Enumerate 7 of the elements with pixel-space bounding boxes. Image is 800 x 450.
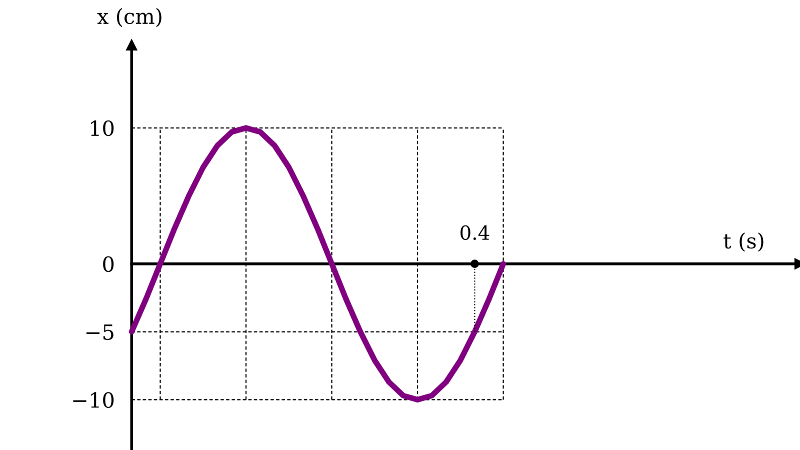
y-tick-label: −10 bbox=[73, 392, 114, 408]
y-tick-label: −5 bbox=[86, 324, 114, 340]
y-tick-label: 10 bbox=[91, 120, 114, 136]
y-tick-label: 0 bbox=[103, 256, 114, 272]
text: t (s) bbox=[724, 232, 764, 252]
y-axis-title: x (cm) bbox=[97, 8, 162, 28]
x-tick-label: 0.4 bbox=[460, 225, 490, 240]
